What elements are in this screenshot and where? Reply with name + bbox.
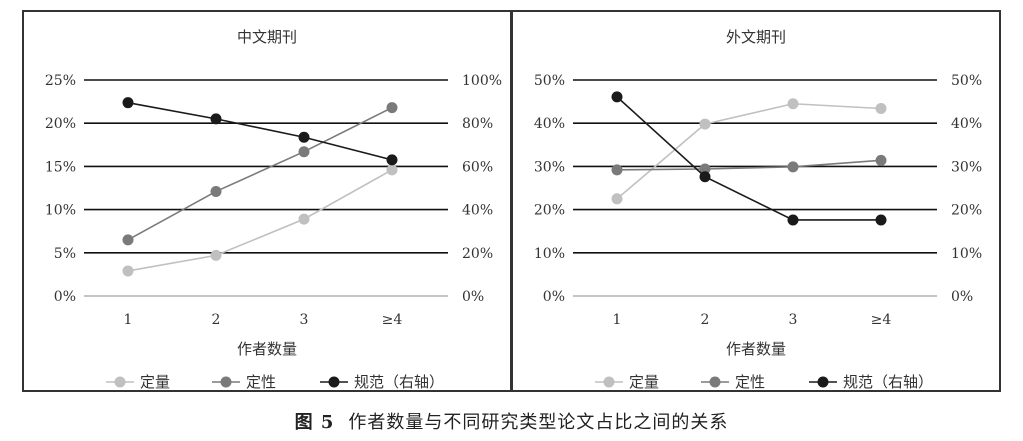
x-tick-label: 1 (124, 312, 133, 328)
x-axis-label: 作者数量 (726, 340, 786, 358)
chart-svg: 中文期刊 0% 5% 10% 15% 20% 25% 0% 20% 40% 60% 80% 100% 1 2… (45, 28, 502, 390)
series-line (127, 169, 393, 272)
figure-caption: 图 5 作者数量与不同研究类型论文占比之间的关系 (0, 408, 1023, 434)
legend-marker (220, 376, 232, 388)
y-right-tick-label: 20% (462, 246, 493, 262)
series-line (616, 159, 882, 171)
data-point (787, 161, 799, 173)
legend-marker (817, 376, 829, 388)
data-point (122, 97, 134, 109)
figure-caption-text: 作者数量与不同研究类型论文占比之间的关系 (348, 412, 729, 433)
chart-title: 外文期刊 (726, 28, 786, 46)
chart-svg: 外文期刊 0% 10% 20% 30% 40% 50% 0% 10% 20% 30% 40% 50% 1 2… (534, 28, 982, 390)
legend-label: 定量 (140, 373, 170, 390)
x-axis-label: 作者数量 (237, 340, 297, 358)
data-point (787, 214, 799, 226)
x-tick-label: 3 (300, 312, 309, 328)
y-left-tick-label: 15% (45, 159, 76, 175)
data-point (875, 103, 887, 115)
legend-marker (328, 376, 340, 388)
y-right-tick-label: 100% (462, 73, 502, 89)
y-right-tick-label: 10% (951, 246, 982, 262)
data-point (122, 265, 134, 277)
series-line (616, 102, 882, 200)
y-left-tick-label: 0% (543, 289, 565, 305)
legend-label: 定性 (246, 373, 276, 390)
data-point (611, 164, 623, 176)
y-right-tick-label: 40% (462, 203, 493, 219)
data-point (699, 171, 711, 183)
y-right-tick-label: 20% (951, 203, 982, 219)
x-tick-label: ≥4 (871, 312, 892, 328)
y-left-tick-label: 0% (54, 289, 76, 305)
y-left-tick-label: 25% (45, 73, 76, 89)
series-line (127, 101, 393, 161)
data-point (386, 102, 398, 114)
x-tick-label: 3 (789, 312, 798, 328)
legend-label: 定量 (629, 373, 659, 390)
data-point (210, 249, 222, 261)
data-point (611, 91, 623, 103)
x-tick-label: 2 (212, 312, 221, 328)
legend-label: 规范（右轴） (354, 373, 444, 390)
legend-marker (603, 376, 615, 388)
chart-panel-foreign-journals: 外文期刊 0% 10% 20% 30% 40% 50% 0% 10% 20% 30% 40% 50% 1 2… (511, 10, 1001, 392)
y-right-tick-label: 30% (951, 159, 982, 175)
y-right-tick-label: 60% (462, 159, 493, 175)
y-left-tick-label: 20% (45, 116, 76, 132)
data-point (298, 213, 310, 225)
y-left-tick-label: 20% (534, 203, 565, 219)
data-point (386, 154, 398, 166)
data-point (210, 185, 222, 197)
legend-label: 规范（右轴） (843, 373, 933, 390)
data-point (875, 154, 887, 166)
data-point (875, 214, 887, 226)
y-right-tick-label: 40% (951, 116, 982, 132)
data-point (699, 163, 711, 175)
legend-marker (114, 376, 126, 388)
y-left-tick-label: 10% (534, 246, 565, 262)
series-line (127, 106, 393, 241)
chart-title: 中文期刊 (237, 28, 297, 46)
legend-label: 定性 (735, 373, 765, 390)
y-left-tick-label: 30% (534, 159, 565, 175)
data-point (122, 234, 134, 246)
y-left-tick-label: 10% (45, 203, 76, 219)
data-point (699, 118, 711, 130)
y-right-tick-label: 0% (951, 289, 973, 305)
x-tick-label: ≥4 (382, 312, 403, 328)
legend-marker (709, 376, 721, 388)
data-point (298, 146, 310, 158)
data-point (298, 131, 310, 143)
data-point (210, 113, 222, 125)
series-line (616, 96, 881, 221)
y-right-tick-label: 50% (951, 73, 982, 89)
chart-panel-chinese-journals: 中文期刊 0% 5% 10% 15% 20% 25% 0% 20% 40% 60% 80% 100% 1 2… (22, 10, 512, 392)
y-left-tick-label: 5% (54, 246, 76, 262)
figure-label: 图 5 (294, 412, 335, 433)
x-tick-label: 1 (613, 312, 622, 328)
y-left-tick-label: 40% (534, 116, 565, 132)
x-tick-label: 2 (701, 312, 710, 328)
y-right-tick-label: 0% (462, 289, 484, 305)
y-right-tick-label: 80% (462, 116, 493, 132)
data-point (787, 98, 799, 110)
y-left-tick-label: 50% (534, 73, 565, 89)
data-point (386, 164, 398, 176)
data-point (611, 193, 623, 205)
